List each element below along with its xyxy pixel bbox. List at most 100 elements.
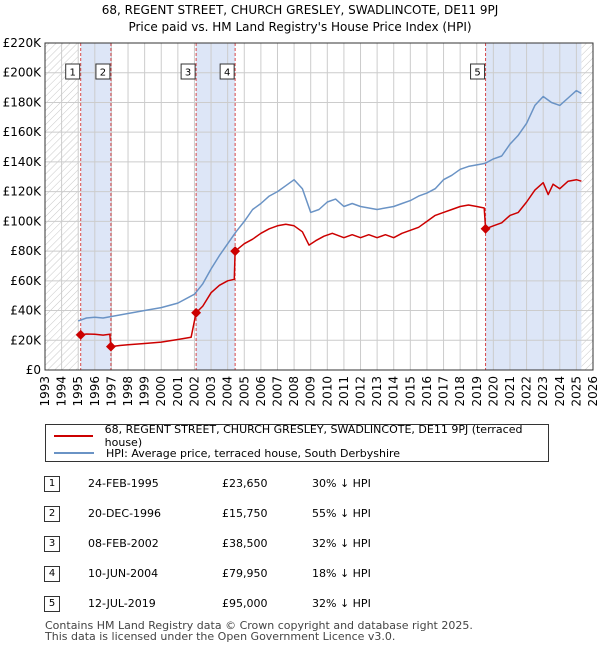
sale-price: £15,750	[222, 507, 268, 520]
chart-title: 68, REGENT STREET, CHURCH GRESLEY, SWADL…	[101, 3, 499, 17]
x-tick-label: 1999	[138, 376, 152, 407]
x-tick-label: 1994	[55, 376, 69, 407]
x-tick-label: 1998	[121, 376, 135, 407]
x-tick-label: 2008	[287, 376, 301, 407]
footer: Contains HM Land Registry data © Crown c…	[45, 620, 473, 642]
legend-property-label: 68, REGENT STREET, CHURCH GRESLEY, SWADL…	[104, 423, 523, 449]
x-tick-label: 2006	[254, 376, 268, 407]
sale-number-badge: 3	[44, 536, 60, 552]
shaded-period	[80, 43, 111, 370]
x-tick-label: 2002	[187, 376, 201, 407]
x-tick-label: 2025	[569, 376, 583, 407]
chart-subtitle: Price paid vs. HM Land Registry's House …	[128, 20, 472, 34]
x-tick-label: 2019	[470, 376, 484, 407]
sale-point	[191, 307, 202, 318]
y-tick-label: £100K	[3, 214, 43, 228]
x-tick-label: 2007	[270, 376, 284, 407]
sale-date: 12-JUL-2019	[88, 597, 156, 610]
sale-number-badge: 1	[44, 476, 60, 492]
sale-hpi-diff: 32% ↓ HPI	[312, 537, 371, 550]
y-tick-label: £160K	[3, 125, 43, 139]
y-tick-label: £140K	[3, 155, 43, 169]
price-chart: 1 2 3 4 5 £0 £20K £40K £60K £80K £100K £120K £140K £1…	[3, 36, 600, 407]
sale-price: £95,000	[222, 597, 268, 610]
sale-label: 3	[180, 63, 196, 80]
x-tick-label: 1995	[71, 376, 85, 407]
sale-label-box	[470, 63, 486, 80]
sale-label-box	[95, 63, 111, 80]
sale-label-number: 3	[185, 68, 191, 79]
sale-hpi-diff: 18% ↓ HPI	[312, 567, 371, 580]
y-tick-label: £120K	[3, 185, 43, 199]
sale-point	[480, 223, 491, 234]
sale-hpi-diff: 30% ↓ HPI	[312, 477, 371, 490]
x-tick-label: 2022	[520, 376, 534, 407]
sale-hpi-diff: 32% ↓ HPI	[312, 597, 371, 610]
x-tick-label: 2015	[403, 376, 417, 407]
property-price-line	[80, 178, 582, 348]
x-tick-label: 2009	[304, 376, 318, 407]
sale-label-number: 4	[224, 68, 230, 79]
legend-hpi-label: HPI: Average price, terraced house, Sout…	[106, 446, 401, 460]
x-tick-label: 2004	[221, 376, 235, 407]
y-tick-label: £80K	[10, 244, 42, 258]
sale-date: 08-FEB-2002	[88, 537, 159, 550]
legend-hpi-swatch	[54, 452, 94, 454]
y-tick-label: £180K	[3, 95, 43, 109]
sale-price: £38,500	[222, 537, 268, 550]
footer-license: This data is licensed under the Open Gov…	[45, 630, 396, 643]
x-tick-label: 2018	[453, 376, 467, 407]
sale-number-badge: 5	[44, 596, 60, 612]
x-tick-label: 2012	[354, 376, 368, 407]
sale-price: £23,650	[222, 477, 268, 490]
x-tick-label: 2017	[437, 376, 451, 407]
legend-property-swatch	[54, 435, 93, 437]
sale-label-box	[65, 63, 81, 80]
sale-label-number: 2	[100, 68, 106, 79]
legend: 68, REGENT STREET, CHURCH GRESLEY, SWADL…	[45, 423, 549, 462]
shaded-period	[485, 43, 582, 370]
x-tick-label: 2014	[387, 376, 401, 407]
x-tick-label: 2026	[586, 376, 600, 407]
x-tick-label: 1993	[38, 376, 52, 407]
x-tick-label: 2005	[237, 376, 251, 407]
x-tick-label: 2023	[536, 376, 550, 407]
sale-label-box	[219, 63, 235, 80]
sale-number-badge: 2	[44, 506, 60, 522]
shaded-period	[196, 43, 236, 370]
x-tick-label: 1997	[104, 376, 118, 407]
x-tick-label: 2020	[486, 376, 500, 407]
sale-hpi-diff: 55% ↓ HPI	[312, 507, 371, 520]
y-tick-label: £20K	[10, 333, 42, 347]
x-tick-label: 2024	[553, 376, 567, 407]
y-tick-label: £0	[26, 363, 41, 377]
sale-label: 4	[219, 63, 235, 80]
legend-hpi: HPI: Average price, terraced house, Sout…	[54, 445, 400, 461]
sale-label-box	[180, 63, 196, 80]
x-tick-label: 2011	[337, 376, 351, 407]
legend-property: 68, REGENT STREET, CHURCH GRESLEY, SWADL…	[54, 423, 548, 449]
sale-date: 10-JUN-2004	[88, 567, 159, 580]
sale-label-number: 1	[70, 68, 76, 79]
footer-copyright: Contains HM Land Registry data © Crown c…	[45, 619, 473, 632]
x-tick-label: 2021	[503, 376, 517, 407]
sale-date: 20-DEC-1996	[88, 507, 162, 520]
sale-point	[230, 246, 241, 257]
y-tick-label: £40K	[10, 304, 42, 318]
sale-label-number: 5	[474, 68, 480, 79]
x-tick-label: 1996	[88, 376, 102, 407]
x-tick-label: 2016	[420, 376, 434, 407]
plot-frame	[44, 42, 594, 371]
sale-label: 1	[65, 63, 81, 80]
hpi-line	[77, 89, 582, 322]
hatched-region	[581, 43, 593, 370]
x-tick-label: 2000	[154, 376, 168, 407]
sale-price: £79,950	[222, 567, 268, 580]
x-tick-label: 2010	[320, 376, 334, 407]
sale-number-badge: 4	[44, 566, 60, 582]
y-tick-label: £220K	[3, 36, 43, 50]
sale-label: 2	[95, 63, 111, 80]
y-tick-label: £60K	[10, 274, 42, 288]
x-tick-label: 2001	[171, 376, 185, 407]
x-tick-label: 2013	[370, 376, 384, 407]
